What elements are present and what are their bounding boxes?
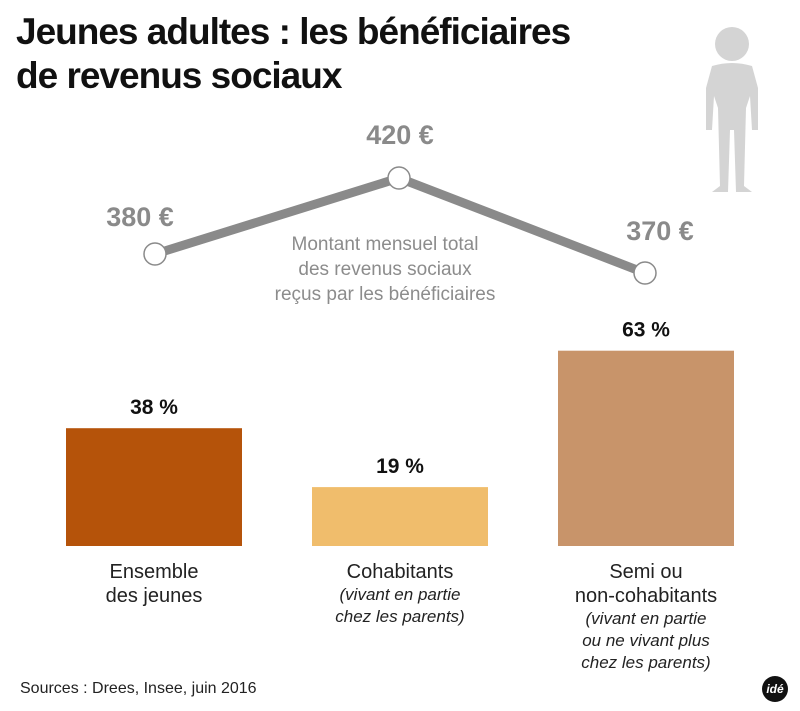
bar (558, 350, 734, 546)
bar (66, 428, 242, 546)
category-label-ensemble: Ensemble des jeunes (34, 560, 274, 608)
title-line-1: Jeunes adultes : les bénéficiaires (16, 11, 571, 52)
category-label-cohabitants: Cohabitants (vivant en partie chez les p… (280, 560, 520, 628)
person-icon (706, 27, 758, 192)
category-label-non-cohabitants: Semi ou non-cohabitants (vivant en parti… (526, 560, 766, 674)
title-line-2: de revenus sociaux (16, 55, 342, 96)
category-subtext: ou ne vivant plus (582, 631, 710, 650)
category-text: des jeunes (105, 585, 203, 607)
category-text: Ensemble (109, 561, 199, 583)
chart-title: Jeunes adultes : les bénéficiaires de rev… (16, 10, 571, 98)
line-value-label: 380 € (106, 202, 174, 232)
ide-logo: idé (762, 676, 788, 702)
bar-value-label: 19 % (376, 455, 424, 478)
annotation-line: des revenus sociaux (298, 259, 472, 280)
line-point (387, 166, 411, 190)
line-value-label: 420 € (366, 120, 434, 150)
source-note: Sources : Drees, Insee, juin 2016 (20, 680, 257, 697)
line-value-label: 370 € (626, 216, 694, 246)
bar (312, 487, 488, 546)
annotation-line: Montant mensuel total (291, 234, 479, 255)
annotation-line: reçus par les bénéficiaires (274, 284, 496, 305)
category-text: Cohabitants (346, 561, 454, 583)
category-subtext: chez les parents) (335, 607, 465, 626)
bar-value-label: 38 % (130, 396, 178, 419)
line-annotation: Montant mensuel total des revenus sociau… (230, 232, 540, 307)
category-subtext: chez les parents) (581, 653, 711, 672)
bar-value-label: 63 % (622, 319, 670, 342)
category-text: non-cohabitants (574, 585, 718, 607)
category-subtext: (vivant en partie (585, 609, 707, 628)
category-text: Semi ou (609, 561, 683, 583)
line-point (633, 261, 657, 285)
line-point (143, 242, 167, 266)
category-subtext: (vivant en partie (339, 585, 461, 604)
